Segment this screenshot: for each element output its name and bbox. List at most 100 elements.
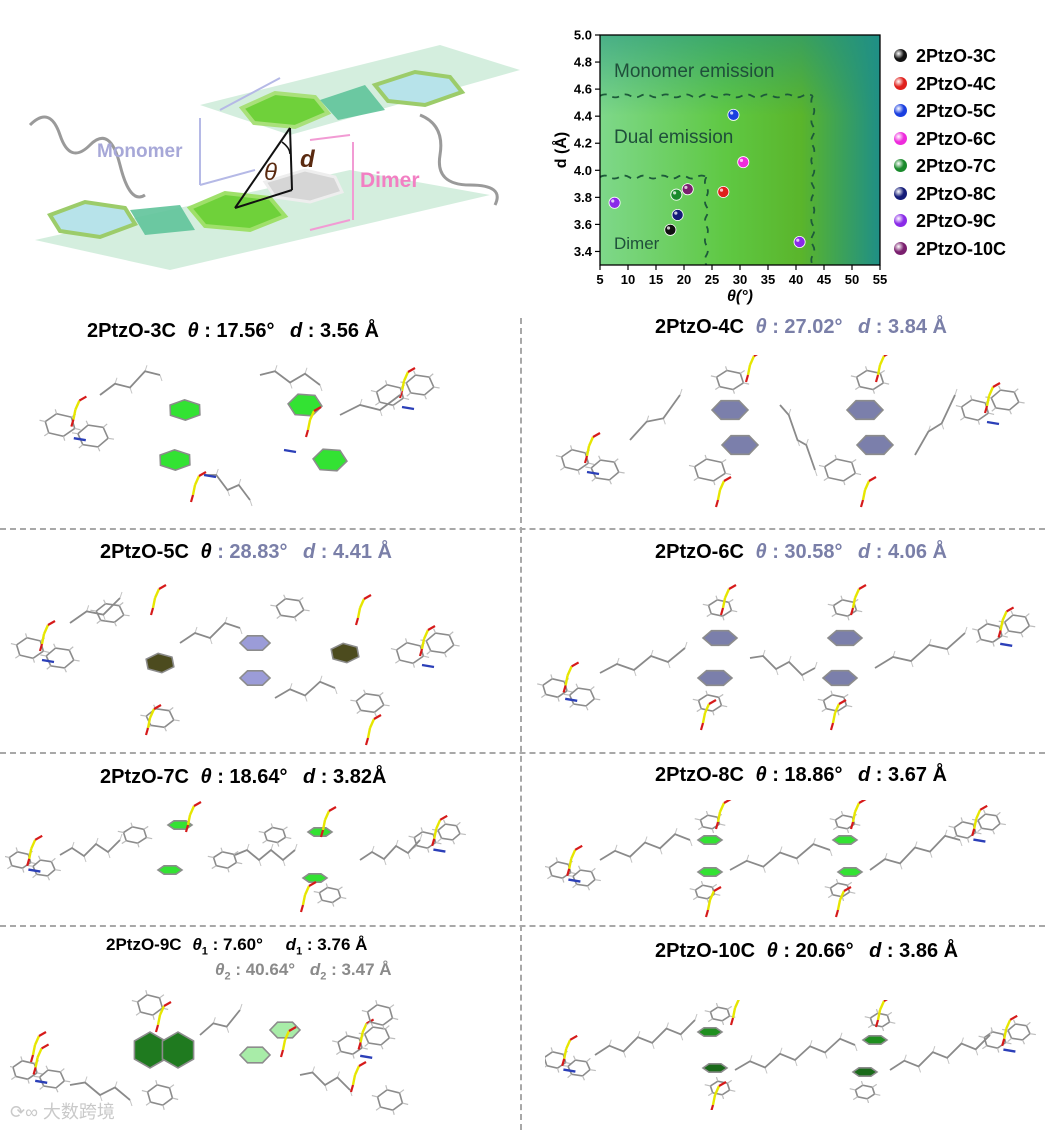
oxygen-bond xyxy=(184,824,190,833)
chain-hydrogen xyxy=(623,1051,627,1058)
benzene-ring xyxy=(821,669,859,687)
hydrogen-bond xyxy=(1022,1039,1026,1045)
hydrogen-bond xyxy=(731,609,738,613)
alkyl-chain xyxy=(99,370,161,396)
theta-symbol: θ xyxy=(200,541,212,563)
y-tick-label: 4.6 xyxy=(574,82,592,97)
hydrogen-bond xyxy=(843,693,849,698)
region-label-monomer: Monomer emission xyxy=(614,61,775,82)
legend-item: 2PtzO-7C xyxy=(894,156,996,177)
hydrogen-bond xyxy=(550,674,553,679)
oxygen-bond xyxy=(1006,606,1015,613)
d1-subscript: 1 xyxy=(296,945,303,958)
hydrogen-bond xyxy=(370,1022,374,1028)
chain-hydrogen xyxy=(814,661,818,669)
hydrogen-bond xyxy=(855,386,861,391)
hydrogen-bond xyxy=(541,693,547,698)
hydrogen-bond xyxy=(840,595,843,600)
hydrogen-bond xyxy=(881,1026,885,1032)
chain-hydrogen xyxy=(892,650,896,658)
chain-hydrogen xyxy=(637,1030,641,1038)
crystal-packing-7c xyxy=(5,801,466,913)
theta-d-scatter-chart: Monomer emission Dual emission Dimer 5 10 15 2… xyxy=(551,28,887,306)
chain-hydrogen xyxy=(764,1067,768,1074)
sulfur-bond xyxy=(985,395,991,407)
watermark: ⟳∞ 大数跨境 xyxy=(10,1098,115,1124)
x-tick-label: 50 xyxy=(845,272,859,287)
hydrogen-bond xyxy=(37,855,41,861)
benzene-ring xyxy=(845,399,885,421)
hydrogen-bond xyxy=(78,444,84,449)
hydrogen-bond xyxy=(715,595,718,600)
hydrogen-bond xyxy=(146,836,153,840)
benzene-ring xyxy=(263,826,287,844)
hydrogen-bond xyxy=(834,454,838,460)
phenothiazine-ring xyxy=(1003,614,1031,634)
oxygen-bond xyxy=(38,1031,47,1037)
hydrogen-bond xyxy=(567,1073,572,1079)
nitrogen-bond xyxy=(35,1079,48,1084)
alkyl-chain xyxy=(359,839,421,861)
alkyl-chain xyxy=(749,655,816,677)
y-tick-label: 4.2 xyxy=(574,136,592,151)
sulfur-bond xyxy=(351,1074,357,1086)
nitrogen-bond xyxy=(1000,642,1013,647)
chain-hydrogen xyxy=(215,468,219,476)
hydrogen-bond xyxy=(704,1010,711,1013)
upper-center-ring xyxy=(238,90,332,130)
alkyl-chain xyxy=(599,833,691,861)
hydrogen-bond xyxy=(207,855,214,859)
hydrogen-bond xyxy=(21,868,25,873)
legend-label: 2PtzO-5C xyxy=(916,101,997,121)
hydrogen-bond xyxy=(54,409,58,414)
hydrogen-bond xyxy=(1024,613,1030,618)
hydrogen-bond xyxy=(73,659,80,662)
benzene-ring xyxy=(869,1012,891,1028)
nitrogen-bond xyxy=(973,838,986,843)
hydrogen-bond xyxy=(371,1094,378,1098)
hydrogen-bond xyxy=(96,619,102,624)
sulfur-bond xyxy=(987,386,995,397)
d-symbol: d xyxy=(300,146,316,173)
sulfur-bond xyxy=(1003,1028,1008,1040)
sulfur-bond xyxy=(711,1094,717,1106)
theta2-subscript: 2 xyxy=(224,970,231,983)
nitrogen-bond xyxy=(203,473,217,479)
sulfur-bond xyxy=(853,588,861,599)
hydrogen-bond xyxy=(413,370,417,376)
theta-symbol: θ xyxy=(187,320,199,342)
chain-hydrogen xyxy=(227,489,230,497)
nitrogen-bond xyxy=(421,663,435,669)
hydrogen-bond xyxy=(572,883,577,889)
oxygen-bond xyxy=(992,382,1001,388)
sulfur-bond xyxy=(721,597,727,609)
oxygen-bond xyxy=(834,909,840,918)
alkyl-chain xyxy=(729,843,831,871)
panel-name: 2PtzO-4C xyxy=(655,316,744,338)
chain-hydrogen xyxy=(371,845,375,853)
benzene-ring xyxy=(701,629,739,647)
chain-hydrogen xyxy=(249,499,253,507)
hydrogen-bond xyxy=(537,683,544,686)
hydrogen-bond xyxy=(561,878,565,883)
nitrogen-bond xyxy=(586,470,600,476)
benzene-ring xyxy=(376,1088,404,1112)
oxygen-bond xyxy=(144,727,150,736)
hydrogen-bond xyxy=(712,883,718,888)
hydrogen-bond xyxy=(453,644,460,647)
hydrogen-bond xyxy=(829,818,836,821)
hydrogen-bond xyxy=(715,1002,719,1008)
y-tick-label: 4.4 xyxy=(574,109,593,124)
oxygen-bond xyxy=(858,584,867,590)
oxygen-bond xyxy=(198,471,207,477)
phenothiazine-ring xyxy=(960,398,990,422)
legend-marker xyxy=(894,131,907,145)
hydrogen-bond xyxy=(872,389,876,394)
upper-right-ring xyxy=(371,69,466,108)
hydrogen-bond xyxy=(847,616,850,621)
hydrogen-bond xyxy=(59,1068,65,1073)
chain-hydrogen xyxy=(964,626,968,634)
hydrogen-bond xyxy=(220,847,223,852)
hydrogen-bond xyxy=(1026,1021,1031,1027)
hydrogen-bond xyxy=(569,445,573,450)
